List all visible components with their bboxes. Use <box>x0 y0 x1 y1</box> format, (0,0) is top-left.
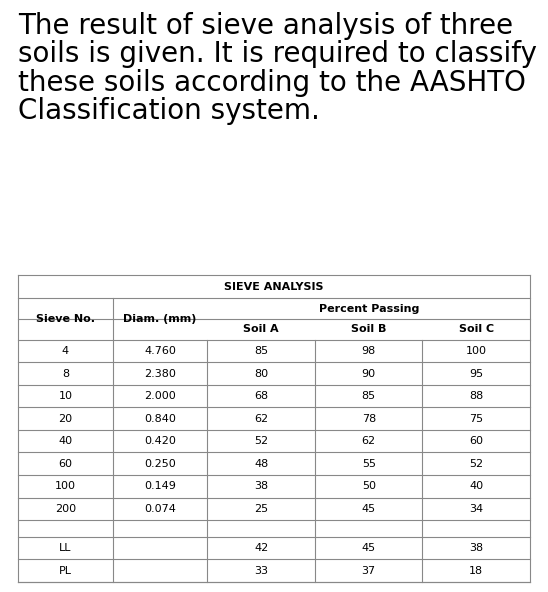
Text: 85: 85 <box>362 391 376 401</box>
Text: 40: 40 <box>58 436 72 446</box>
Text: 34: 34 <box>469 504 483 514</box>
Text: 90: 90 <box>362 369 376 378</box>
Text: 45: 45 <box>362 504 376 514</box>
Text: 50: 50 <box>362 481 376 491</box>
Text: 62: 62 <box>362 436 376 446</box>
Text: 38: 38 <box>254 481 269 491</box>
Text: 95: 95 <box>469 369 483 378</box>
Text: 10: 10 <box>58 391 72 401</box>
Text: 33: 33 <box>254 566 268 576</box>
Text: 60: 60 <box>58 459 72 469</box>
Text: 75: 75 <box>469 414 483 424</box>
Text: 68: 68 <box>254 391 269 401</box>
Text: 85: 85 <box>254 346 269 356</box>
Text: 55: 55 <box>362 459 376 469</box>
Text: 4: 4 <box>62 346 69 356</box>
Text: Soil A: Soil A <box>243 324 279 334</box>
Text: 0.840: 0.840 <box>144 414 176 424</box>
Text: 4.760: 4.760 <box>144 346 176 356</box>
Text: 200: 200 <box>55 504 76 514</box>
Text: Sieve No.: Sieve No. <box>36 314 95 324</box>
Text: 48: 48 <box>254 459 269 469</box>
Text: 0.250: 0.250 <box>144 459 176 469</box>
Text: 100: 100 <box>55 481 76 491</box>
Text: 38: 38 <box>469 543 483 553</box>
Text: soils is given. It is required to classify: soils is given. It is required to classi… <box>18 40 537 69</box>
Text: Soil B: Soil B <box>351 324 386 334</box>
Text: LL: LL <box>59 543 72 553</box>
Text: 2.380: 2.380 <box>144 369 176 378</box>
Text: 25: 25 <box>254 504 269 514</box>
Text: 20: 20 <box>58 414 72 424</box>
Text: The result of sieve analysis of three: The result of sieve analysis of three <box>18 12 513 40</box>
Text: 0.149: 0.149 <box>144 481 176 491</box>
Text: 0.074: 0.074 <box>144 504 176 514</box>
Text: 45: 45 <box>362 543 376 553</box>
Text: 52: 52 <box>469 459 483 469</box>
Text: 62: 62 <box>254 414 269 424</box>
Text: 80: 80 <box>254 369 269 378</box>
Text: 2.000: 2.000 <box>144 391 176 401</box>
Text: Soil C: Soil C <box>459 324 494 334</box>
Text: PL: PL <box>59 566 72 576</box>
Text: 100: 100 <box>466 346 487 356</box>
Text: Percent Passing: Percent Passing <box>318 304 419 314</box>
Text: 98: 98 <box>362 346 376 356</box>
Text: 40: 40 <box>469 481 483 491</box>
Text: 18: 18 <box>469 566 483 576</box>
Text: 8: 8 <box>62 369 69 378</box>
Text: Classification system.: Classification system. <box>18 97 320 125</box>
Text: Diam. (mm): Diam. (mm) <box>123 314 197 324</box>
Text: 88: 88 <box>469 391 483 401</box>
Text: 60: 60 <box>469 436 483 446</box>
Text: 52: 52 <box>254 436 269 446</box>
Text: 0.420: 0.420 <box>144 436 176 446</box>
Text: 37: 37 <box>362 566 376 576</box>
Text: 42: 42 <box>254 543 269 553</box>
Text: SIEVE ANALYSIS: SIEVE ANALYSIS <box>224 282 324 292</box>
Text: 78: 78 <box>362 414 376 424</box>
Text: these soils according to the AASHTO: these soils according to the AASHTO <box>18 69 526 97</box>
